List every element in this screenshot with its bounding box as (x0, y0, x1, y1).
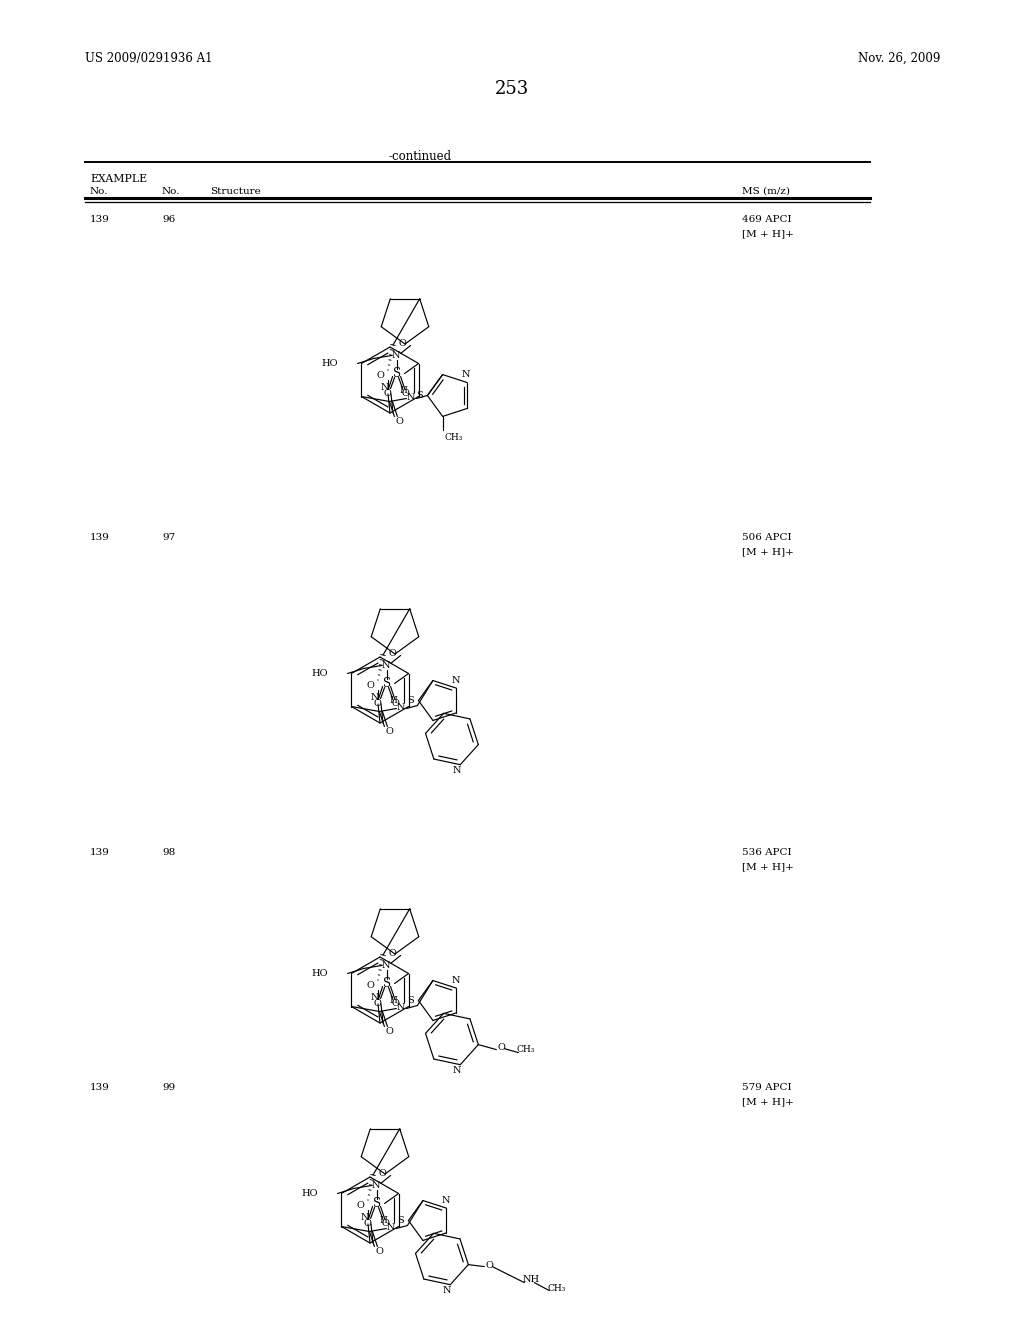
Text: N: N (452, 975, 460, 985)
Text: 506 APCI: 506 APCI (742, 533, 792, 543)
Text: O: O (366, 681, 374, 689)
Text: MS (m/z): MS (m/z) (742, 187, 790, 195)
Text: O: O (498, 1043, 505, 1052)
Text: 139: 139 (90, 1082, 110, 1092)
Text: -continued: -continued (388, 150, 452, 162)
Text: N: N (381, 384, 389, 392)
Text: O: O (388, 949, 396, 957)
Text: O: O (374, 999, 382, 1008)
Text: S: S (408, 997, 414, 1005)
Text: 139: 139 (90, 533, 110, 543)
Text: 139: 139 (90, 215, 110, 224)
Text: S: S (392, 367, 400, 380)
Text: No.: No. (90, 187, 109, 195)
Text: O: O (378, 1168, 386, 1177)
Text: 98: 98 (162, 847, 175, 857)
Text: CH₃: CH₃ (444, 433, 463, 442)
Text: O: O (382, 1218, 389, 1228)
Text: 253: 253 (495, 81, 529, 98)
Text: HO: HO (322, 359, 338, 368)
Text: [M + H]+: [M + H]+ (742, 1097, 794, 1106)
Text: Nov. 26, 2009: Nov. 26, 2009 (858, 51, 940, 65)
Text: H: H (389, 997, 397, 1005)
Text: S: S (408, 696, 414, 705)
Text: EXAMPLE: EXAMPLE (90, 174, 147, 183)
Text: N: N (462, 370, 470, 379)
Text: 96: 96 (162, 215, 175, 224)
Text: N: N (371, 693, 379, 702)
Text: [M + H]+: [M + H]+ (742, 862, 794, 871)
Text: O: O (385, 1027, 393, 1036)
Text: S: S (416, 391, 423, 400)
Text: O: O (388, 648, 396, 657)
Text: O: O (374, 700, 382, 708)
Text: H: H (399, 385, 408, 395)
Text: N: N (372, 1181, 380, 1191)
Text: N: N (391, 351, 399, 360)
Text: N: N (441, 1196, 450, 1205)
Text: O: O (384, 389, 391, 399)
Text: Structure: Structure (210, 187, 261, 195)
Text: N: N (381, 961, 390, 970)
Text: O: O (376, 1247, 383, 1257)
Text: S: S (397, 1216, 403, 1225)
Text: HO: HO (301, 1189, 317, 1199)
Text: 536 APCI: 536 APCI (742, 847, 792, 857)
Text: N: N (381, 661, 390, 671)
Text: O: O (364, 1218, 372, 1228)
Text: N: N (453, 1067, 462, 1076)
Text: H: H (389, 696, 397, 705)
Text: O: O (485, 1261, 494, 1270)
Text: N: N (386, 1224, 395, 1232)
Text: S: S (383, 677, 390, 690)
Text: 99: 99 (162, 1082, 175, 1092)
Text: O: O (398, 338, 406, 347)
Text: O: O (376, 371, 384, 380)
Text: H: H (380, 1216, 387, 1225)
Text: N: N (452, 676, 460, 685)
Text: N: N (396, 704, 404, 711)
Text: No.: No. (162, 187, 180, 195)
Text: 469 APCI: 469 APCI (742, 215, 792, 224)
Text: HO: HO (311, 969, 328, 978)
Text: NH: NH (522, 1275, 540, 1284)
Text: CH₃: CH₃ (548, 1284, 565, 1294)
Text: S: S (373, 1197, 381, 1210)
Text: US 2009/0291936 A1: US 2009/0291936 A1 (85, 51, 213, 65)
Text: 139: 139 (90, 847, 110, 857)
Text: O: O (391, 999, 399, 1008)
Text: S: S (383, 977, 390, 990)
Text: N: N (371, 994, 379, 1002)
Text: O: O (366, 981, 374, 990)
Text: O: O (356, 1200, 364, 1209)
Text: [M + H]+: [M + H]+ (742, 546, 794, 556)
Text: N: N (407, 393, 415, 403)
Text: O: O (395, 417, 403, 426)
Text: 97: 97 (162, 533, 175, 543)
Text: 579 APCI: 579 APCI (742, 1082, 792, 1092)
Text: CH₃: CH₃ (516, 1045, 535, 1055)
Text: N: N (360, 1213, 370, 1222)
Text: O: O (385, 727, 393, 737)
Text: N: N (453, 766, 462, 775)
Text: N: N (443, 1286, 452, 1295)
Text: O: O (391, 700, 399, 708)
Text: N: N (396, 1003, 404, 1012)
Text: O: O (401, 389, 410, 399)
Text: [M + H]+: [M + H]+ (742, 228, 794, 238)
Text: HO: HO (311, 669, 328, 678)
